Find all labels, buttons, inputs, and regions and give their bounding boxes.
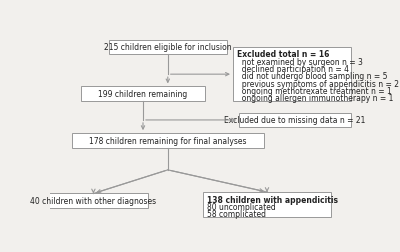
Text: 215 children eligible for inclusion: 215 children eligible for inclusion [104, 43, 232, 52]
FancyBboxPatch shape [109, 40, 227, 55]
Text: 178 children remaining for final analyses: 178 children remaining for final analyse… [89, 136, 246, 145]
Text: 80 uncomplicated: 80 uncomplicated [207, 202, 276, 211]
Text: did not undergo blood sampling n = 5: did not undergo blood sampling n = 5 [237, 72, 387, 81]
Text: previous symptoms of appendicitis n = 2: previous symptoms of appendicitis n = 2 [237, 79, 399, 88]
Text: ongoing methotrexate treatment n = 1: ongoing methotrexate treatment n = 1 [237, 86, 391, 96]
Text: 58 complicated: 58 complicated [207, 209, 266, 218]
Text: not examined by surgeon n = 3: not examined by surgeon n = 3 [237, 57, 362, 67]
Text: ongoing allergen immunotherapy n = 1: ongoing allergen immunotherapy n = 1 [237, 94, 393, 103]
FancyBboxPatch shape [72, 134, 264, 148]
FancyBboxPatch shape [239, 113, 351, 128]
Text: 40 children with other diagnoses: 40 children with other diagnoses [30, 197, 156, 205]
FancyBboxPatch shape [39, 194, 148, 208]
Text: Excluded due to missing data n = 21: Excluded due to missing data n = 21 [224, 116, 366, 125]
Text: 199 children remaining: 199 children remaining [98, 90, 188, 99]
Text: Excluded total n = 16: Excluded total n = 16 [237, 50, 329, 59]
FancyBboxPatch shape [233, 48, 351, 102]
Text: 138 children with appendicitis: 138 children with appendicitis [207, 195, 338, 204]
Text: declined participation n = 4: declined participation n = 4 [237, 65, 349, 74]
FancyBboxPatch shape [204, 192, 330, 217]
FancyBboxPatch shape [81, 87, 205, 102]
